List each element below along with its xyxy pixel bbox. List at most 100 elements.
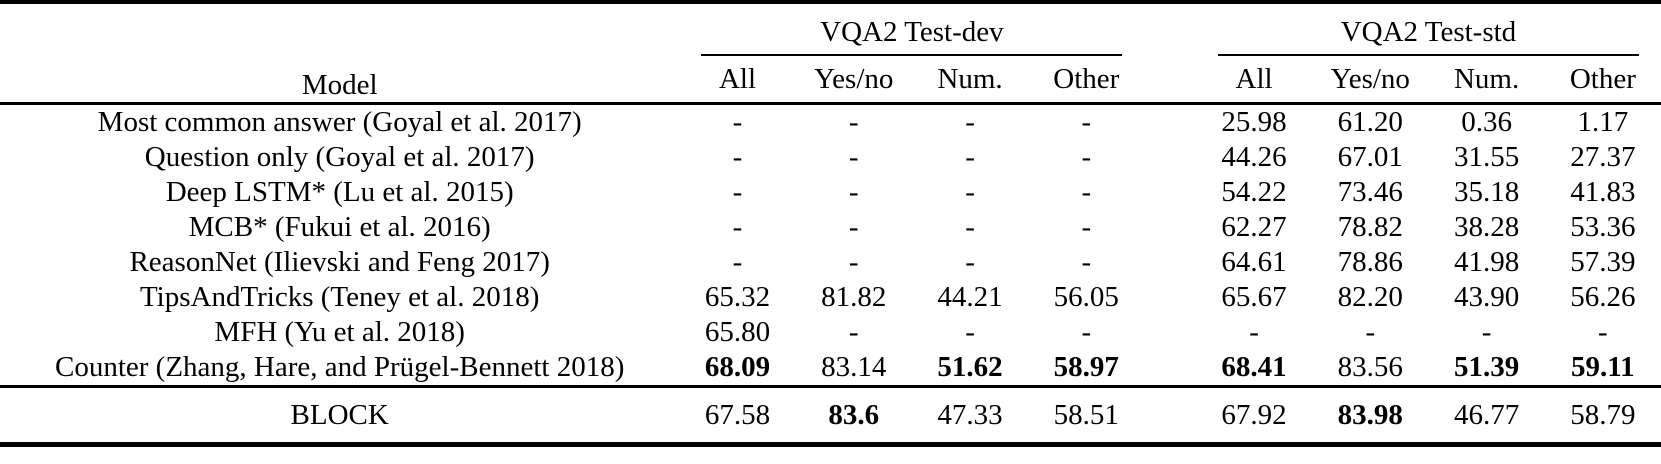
value-cell: 31.55 — [1453, 141, 1520, 173]
value-cell: 73.46 — [1337, 176, 1403, 208]
value-cell: 1.17 — [1577, 106, 1629, 138]
model-cell: Deep LSTM* (Lu et al. 2015) — [165, 176, 514, 208]
value-cell: - — [848, 211, 859, 243]
value-cell: - — [965, 106, 975, 138]
table-row: Question only (Goyal et al. 2017) - - - - 44.… — [0, 140, 1661, 175]
model-cell: ReasonNet (Ilievski and Feng 2017) — [129, 246, 550, 278]
model-cell: BLOCK — [290, 398, 389, 431]
value-cell: 41.83 — [1570, 176, 1636, 208]
group-gap — [1144, 387, 1195, 445]
value-cell: 57.39 — [1570, 246, 1636, 278]
group-gap — [1144, 315, 1195, 350]
col-header-dev-all: All — [718, 62, 757, 95]
model-column-header: Model — [301, 69, 378, 101]
model-cell: MFH (Yu et al. 2018) — [214, 316, 465, 348]
value-cell: - — [848, 106, 859, 138]
value-cell: - — [1365, 316, 1376, 348]
value-cell: - — [965, 141, 975, 173]
value-cell: 58.51 — [1053, 398, 1119, 431]
value-cell: 54.22 — [1221, 176, 1287, 208]
col-header-dev-num: Num. — [937, 62, 1003, 95]
value-cell: 44.26 — [1221, 141, 1287, 173]
footer-body: BLOCK 67.58 83.6 47.33 58.51 67.92 83.98 46.77 5… — [0, 386, 1661, 445]
group-header-test-std: VQA2 Test-std — [1196, 2, 1661, 56]
group-gap — [1144, 210, 1195, 245]
value-cell: - — [1598, 316, 1608, 348]
table-row: ReasonNet (Ilievski and Feng 2017) - - - - 64… — [0, 245, 1661, 280]
group-label-test-std: VQA2 Test-std — [1217, 16, 1639, 56]
value-cell: 83.98 — [1337, 398, 1403, 431]
value-cell: - — [848, 176, 859, 208]
col-header-std-num: Num. — [1453, 62, 1520, 95]
model-cell: Most common answer (Goyal et al. 2017) — [97, 106, 582, 138]
group-gap — [1144, 140, 1195, 175]
value-cell: - — [965, 316, 975, 348]
table-row: MCB* (Fukui et al. 2016) - - - - 62.27 78.82 38… — [0, 210, 1661, 245]
value-cell: - — [965, 211, 975, 243]
group-gap — [1144, 350, 1195, 387]
value-cell: - — [1081, 106, 1092, 138]
column-header-row: All Yes/no Num. Other All Yes/no Num. Ot… — [0, 56, 1661, 104]
value-cell: 38.28 — [1453, 211, 1520, 243]
table-row: Counter (Zhang, Hare, and Prügel-Bennett… — [0, 350, 1661, 387]
table-row: TipsAndTricks (Teney et al. 2018) 65.32 81… — [0, 280, 1661, 315]
model-cell: MCB* (Fukui et al. 2016) — [188, 211, 491, 243]
value-cell: 83.6 — [828, 398, 880, 431]
table-row: Deep LSTM* (Lu et al. 2015) - - - - 54.22 73.4… — [0, 175, 1661, 210]
value-cell: - — [1081, 211, 1092, 243]
group-label-test-dev: VQA2 Test-dev — [701, 16, 1123, 56]
value-cell: 67.92 — [1221, 398, 1287, 431]
value-cell: 46.77 — [1453, 398, 1520, 431]
col-header-dev-yesno: Yes/no — [814, 62, 894, 95]
model-cell: TipsAndTricks (Teney et al. 2018) — [139, 281, 540, 313]
table-row: MFH (Yu et al. 2018) 65.80 - - - - - - - — [0, 315, 1661, 350]
value-cell: 65.32 — [704, 281, 771, 313]
value-cell: 56.05 — [1053, 281, 1119, 313]
value-cell: 78.86 — [1337, 246, 1403, 278]
col-header-std-all: All — [1235, 62, 1273, 95]
group-header-test-dev: VQA2 Test-dev — [679, 2, 1144, 56]
paper-page: Model VQA2 Test-dev VQA2 Test-std All Ye… — [0, 0, 1661, 447]
value-cell: 65.80 — [704, 316, 771, 348]
value-cell: 25.98 — [1221, 106, 1287, 138]
value-cell: 64.61 — [1221, 246, 1287, 278]
value-cell: - — [1081, 176, 1092, 208]
value-cell: 62.27 — [1221, 211, 1287, 243]
model-cell: Question only (Goyal et al. 2017) — [144, 141, 535, 173]
value-cell: 67.01 — [1337, 141, 1403, 173]
value-cell: 43.90 — [1453, 281, 1520, 313]
value-cell: 51.39 — [1453, 351, 1520, 383]
value-cell: - — [965, 176, 975, 208]
value-cell: - — [1249, 316, 1259, 348]
group-gap — [1144, 2, 1195, 104]
table-header: Model VQA2 Test-dev VQA2 Test-std All Ye… — [0, 2, 1661, 104]
value-cell: 83.56 — [1337, 351, 1403, 383]
value-cell: 78.82 — [1337, 211, 1403, 243]
value-cell: - — [848, 141, 859, 173]
value-cell: 68.41 — [1221, 351, 1287, 383]
value-cell: 68.09 — [704, 351, 771, 383]
results-table: Model VQA2 Test-dev VQA2 Test-std All Ye… — [0, 0, 1661, 447]
table-row: Most common answer (Goyal et al. 2017) - -… — [0, 104, 1661, 141]
value-cell: 58.97 — [1053, 351, 1119, 383]
value-cell: - — [732, 141, 743, 173]
col-header-std-other: Other — [1569, 62, 1636, 95]
value-cell: 47.33 — [937, 398, 1003, 431]
value-cell: - — [732, 106, 743, 138]
value-cell: 56.26 — [1570, 281, 1636, 313]
value-cell: - — [848, 246, 859, 278]
value-cell: 35.18 — [1453, 176, 1520, 208]
value-cell: 61.20 — [1337, 106, 1403, 138]
value-cell: - — [732, 176, 743, 208]
value-cell: 58.79 — [1570, 398, 1636, 431]
group-gap — [1144, 175, 1195, 210]
value-cell: 82.20 — [1337, 281, 1403, 313]
value-cell: - — [1081, 141, 1092, 173]
value-cell: 53.36 — [1570, 211, 1636, 243]
value-cell: 59.11 — [1571, 351, 1635, 383]
col-header-std-yesno: Yes/no — [1330, 62, 1410, 95]
value-cell: - — [848, 316, 859, 348]
value-cell: - — [732, 211, 743, 243]
value-cell: 51.62 — [937, 351, 1003, 383]
value-cell: 65.67 — [1221, 281, 1287, 313]
